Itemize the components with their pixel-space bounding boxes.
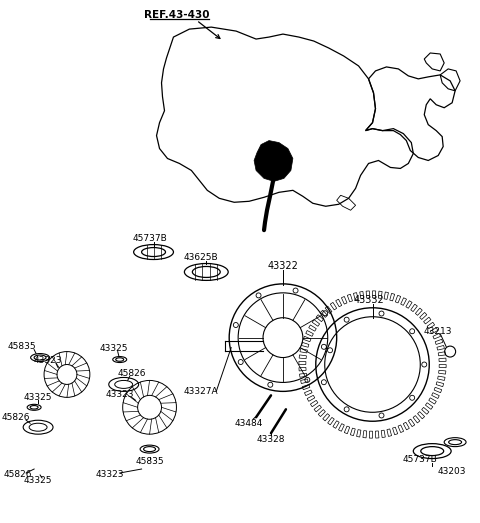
Text: 45835: 45835 (8, 342, 36, 351)
Text: 45835: 45835 (135, 457, 164, 465)
Text: 45737B: 45737B (403, 454, 438, 463)
Polygon shape (254, 141, 293, 181)
Text: 45826: 45826 (118, 369, 146, 378)
Text: 45826: 45826 (4, 471, 33, 480)
Text: 43323: 43323 (106, 390, 134, 399)
Text: 43332: 43332 (353, 295, 384, 305)
Text: 45737B: 45737B (132, 234, 167, 243)
Text: 43203: 43203 (438, 467, 467, 475)
Text: 43625B: 43625B (184, 253, 218, 262)
Text: 43323: 43323 (96, 471, 124, 480)
Text: 43322: 43322 (267, 261, 299, 271)
Text: 43323: 43323 (34, 356, 62, 365)
Text: 43328: 43328 (257, 435, 285, 444)
Text: 43327A: 43327A (184, 387, 218, 396)
Text: 43484: 43484 (235, 419, 264, 428)
Text: 43325: 43325 (24, 476, 52, 485)
Text: 45826: 45826 (2, 413, 30, 422)
Text: 43213: 43213 (424, 327, 453, 336)
Text: 43325: 43325 (99, 344, 128, 353)
Text: REF.43-430: REF.43-430 (144, 10, 209, 20)
Text: 43325: 43325 (24, 393, 52, 402)
